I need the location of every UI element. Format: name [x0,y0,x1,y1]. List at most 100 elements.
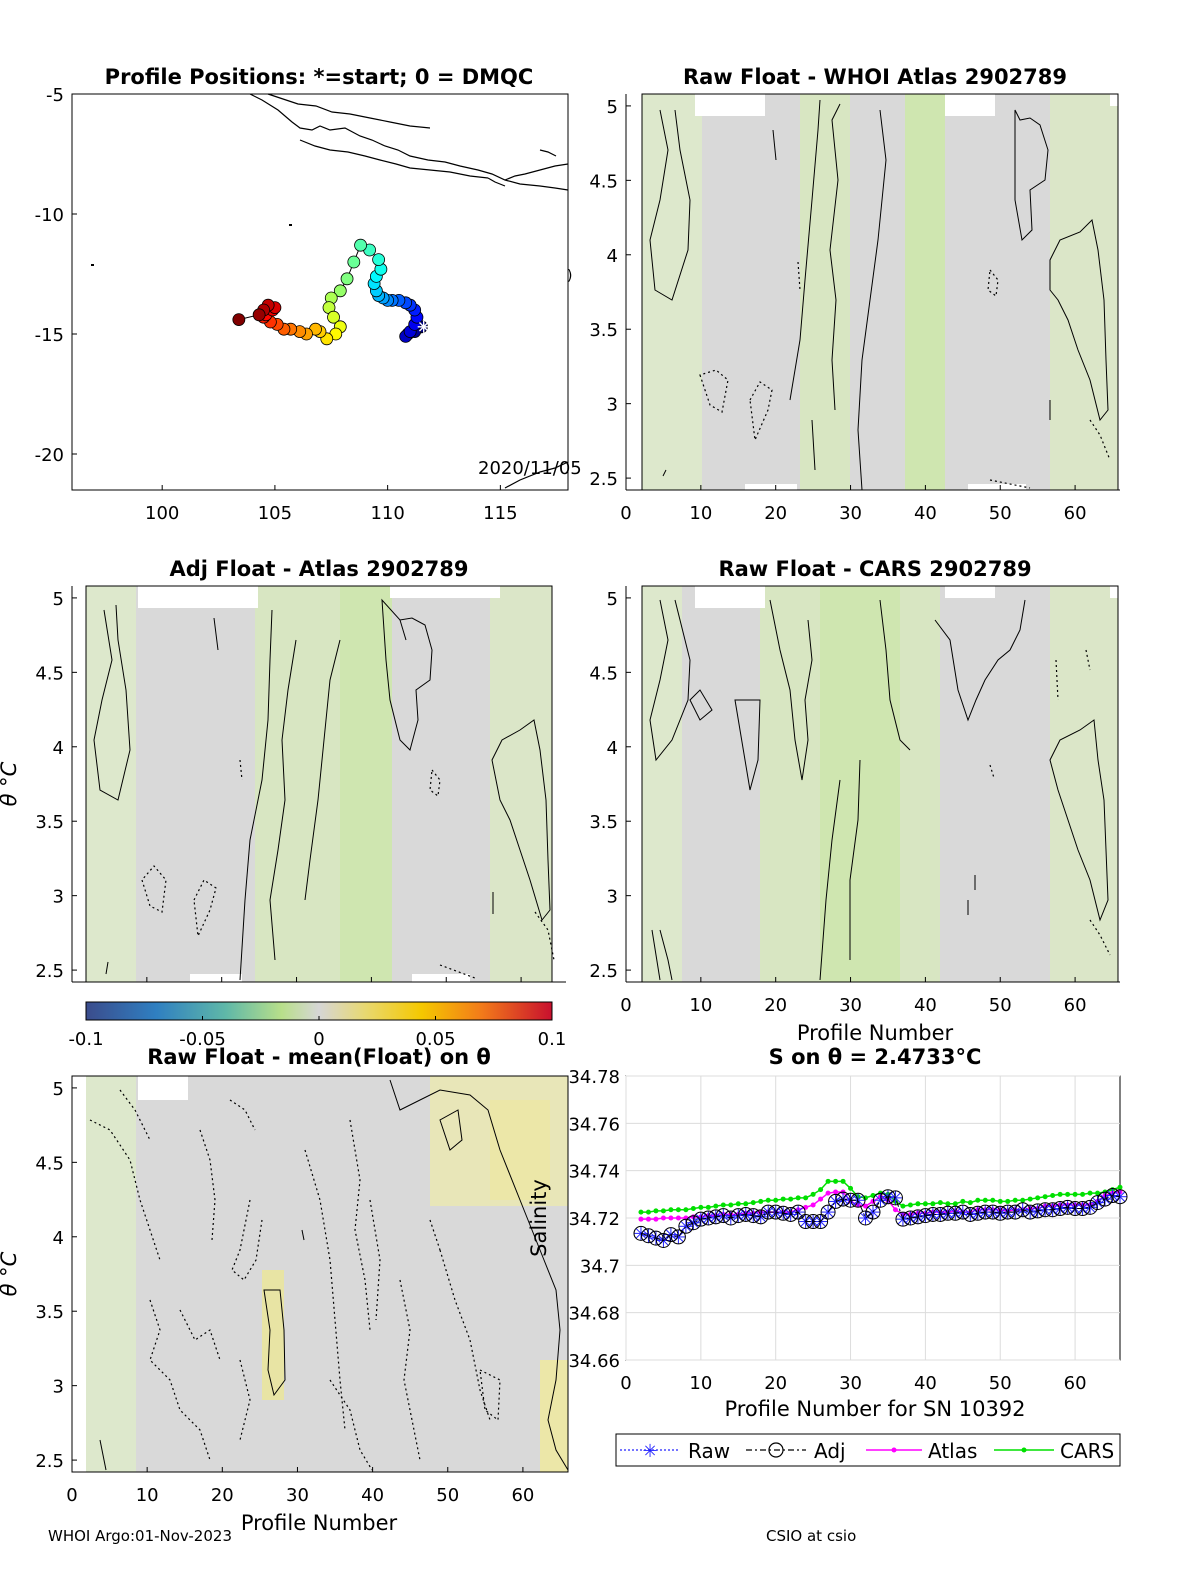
point-cars [683,1207,689,1213]
salinity-ytick-label: 34.78 [568,1067,620,1088]
point-cars [810,1191,816,1197]
xtick-label: 10 [136,1485,159,1506]
point-cars [937,1200,943,1206]
point-raw [867,1206,879,1218]
point-adj [1067,1201,1083,1217]
xtick-label: 30 [286,1485,309,1506]
legend-atlas-label: Atlas [928,1439,977,1463]
ytick-label: 5 [607,589,618,610]
point-adj [783,1206,799,1222]
ytick-label: 3.5 [35,1302,64,1323]
map-annotation: 2020/11/05 [478,458,582,479]
point-adj [1030,1203,1046,1219]
point-cars [1035,1195,1041,1201]
ytick-label: 2.5 [35,961,64,982]
point-adj [678,1218,694,1234]
point-cars [1095,1190,1101,1196]
panel-raw-mean-ylabel: θ °C [0,1251,21,1296]
xtick-label: 40 [361,1485,384,1506]
point-adj [1075,1201,1091,1217]
point-cars [1065,1191,1071,1197]
point-adj [917,1208,933,1224]
panel-raw-mean-title: Raw Float - mean(Float) on θ [147,1045,491,1069]
point-cars [1117,1184,1123,1190]
xtick-label: 50 [436,1485,459,1506]
xtick-label: 20 [211,1485,234,1506]
ytick-label: 3.5 [589,320,618,341]
legend-cars-label: CARS [1060,1439,1114,1463]
point-adj [790,1204,806,1220]
point-cars [698,1204,704,1210]
colorbar-tick-label: 0.05 [415,1029,455,1050]
point-adj [902,1210,918,1226]
point-adj [708,1209,724,1225]
ytick-label: 3 [607,887,618,908]
point-adj [970,1205,986,1221]
legend-raw-marker: ✳ [642,1441,657,1462]
panel-adj-atlas-ticks: 2.5 3 3.5 4 4.5 5 [35,586,566,983]
point-adj [670,1229,686,1245]
point-raw [860,1212,871,1224]
panel-salinity-ylabel: Salinity [527,1179,551,1257]
ytick-label: 4 [607,738,618,759]
profile-position [333,284,347,298]
xtick-label: 40 [914,503,937,524]
heatmap-raw-mean [86,1076,569,1472]
profile-position [347,255,361,269]
map-ytick-label: -20 [35,445,64,466]
point-adj [962,1206,978,1222]
point-adj [820,1204,836,1220]
map-ytick-label: -5 [46,85,64,106]
legend-adj-marker [768,1442,784,1458]
point-cars [1042,1194,1048,1200]
salinity-xtick-label: 30 [839,1373,862,1394]
point-adj [1097,1191,1113,1207]
panel-raw-mean-ticks: 0 10 20 30 40 50 60 2.5 3 3.5 4 4.5 5 [35,1079,534,1506]
salinity-xtick-label: 60 [1064,1373,1087,1394]
point-adj [805,1214,821,1230]
point-atlas [638,1216,644,1222]
point-cars [922,1201,928,1207]
point-cars [773,1197,779,1203]
heatmap-raw-cars [642,586,1118,982]
ytick-label: 3 [53,887,64,908]
ytick-label: 2.5 [35,1451,64,1472]
point-cars [795,1195,801,1201]
point-adj [738,1206,754,1222]
map-xtick-label: 115 [483,503,517,524]
point-cars [645,1209,651,1215]
point-adj [977,1204,993,1220]
point-atlas [653,1216,659,1222]
ytick-label: 3.5 [589,812,618,833]
point-adj [865,1204,881,1220]
point-adj [992,1205,1008,1221]
point-adj [693,1211,709,1227]
point-cars [1080,1191,1086,1197]
point-raw [1084,1202,1096,1213]
point-adj [895,1211,911,1227]
point-adj [828,1193,844,1209]
point-cars [1057,1191,1063,1197]
ytick-label: 5 [53,1079,64,1100]
point-cars [990,1197,996,1203]
point-cars [975,1197,981,1203]
point-raw [972,1207,984,1219]
map-xtick-label: 110 [370,503,404,524]
map-xtick-label: 105 [258,503,292,524]
point-cars [735,1201,741,1207]
point-adj [760,1204,776,1220]
panel-raw-cars-ticks: 0 10 20 30 40 50 60 2.5 3 3.5 4 4.5 5 [589,586,1120,1016]
point-atlas [833,1189,839,1195]
map-ytick-label: -10 [35,205,64,226]
point-adj [723,1210,739,1226]
island-dot [289,224,292,226]
panel-adj-atlas-title: Adj Float - Atlas 2902789 [169,557,468,581]
xtick-label: 60 [1064,503,1087,524]
point-adj [872,1192,888,1208]
point-atlas [668,1215,674,1221]
legend-atlas-marker [891,1447,897,1453]
panel-salinity-xlabel: Profile Number for SN 10392 [724,1397,1025,1421]
salinity-xtick-label: 20 [764,1373,787,1394]
point-cars [900,1203,906,1209]
profile-position [354,238,367,252]
